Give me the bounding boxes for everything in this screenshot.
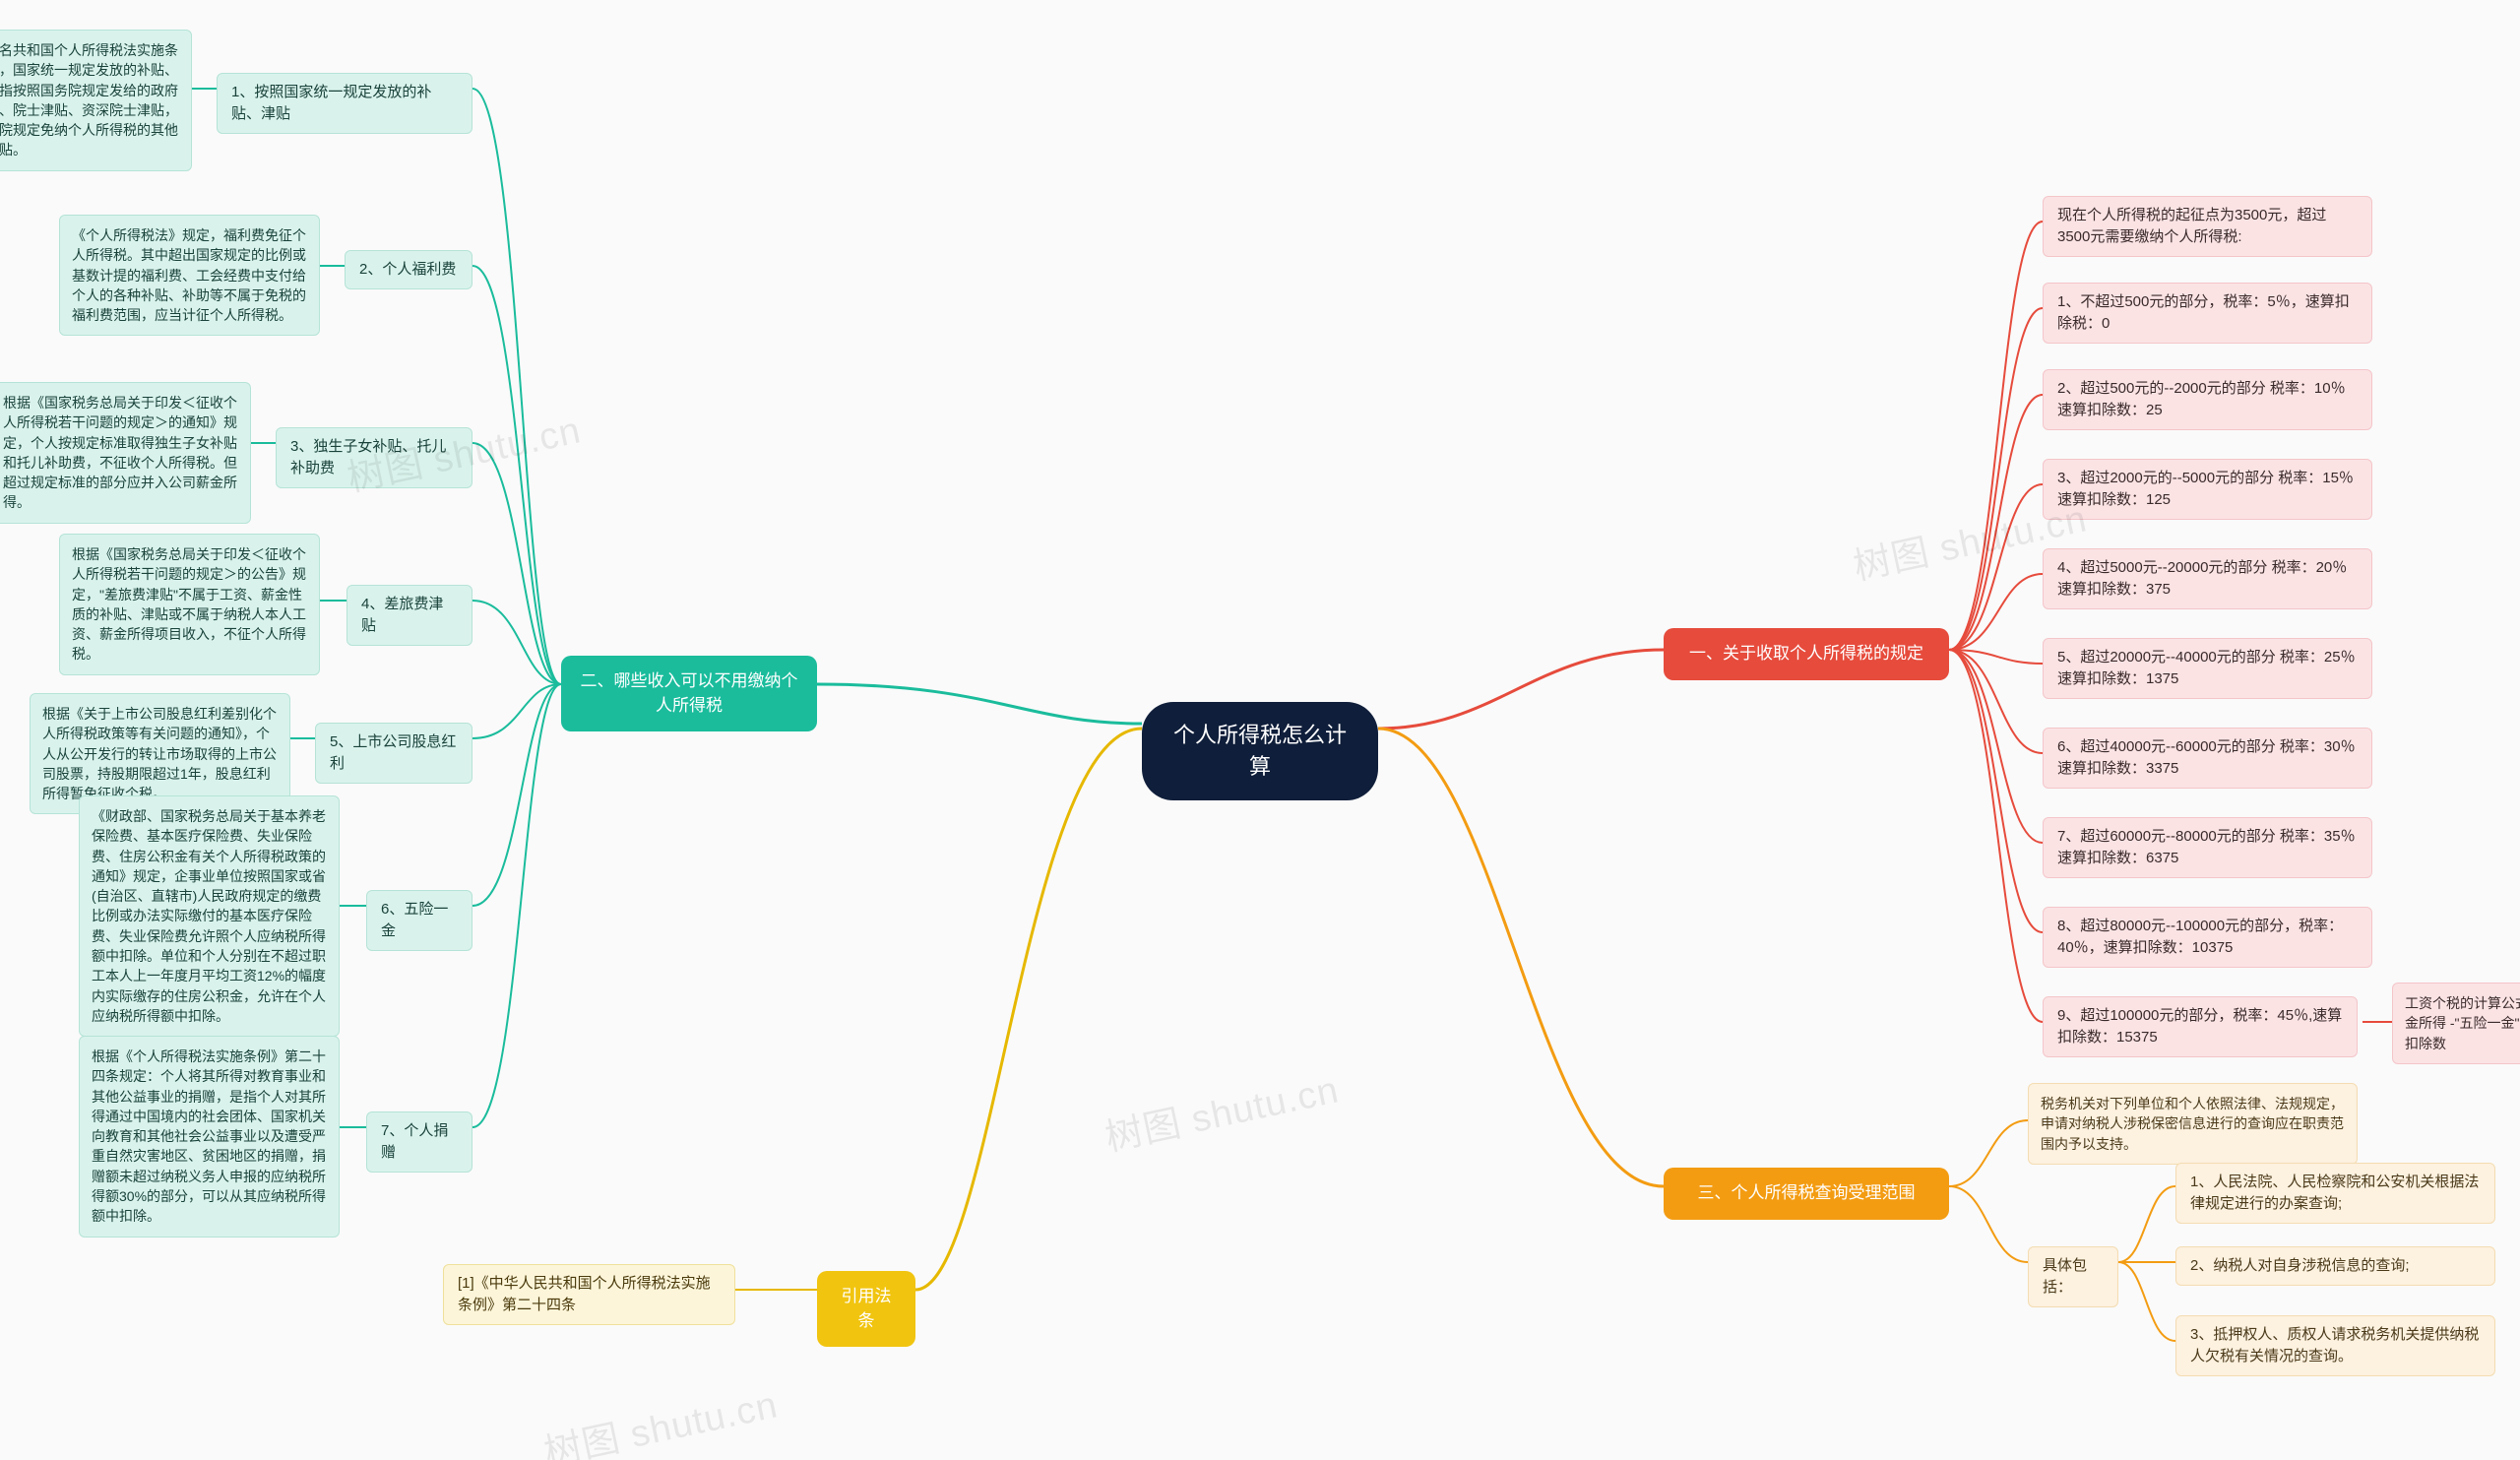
b2-item-6-detail[interactable]: 根据《个人所得税法实施条例》第二十四条规定：个人将其所得对教育事业和其他公益事业… [79,1036,340,1238]
b3-sublabel[interactable]: 具体包括： [2028,1246,2118,1307]
b2-item-5-label[interactable]: 6、五险一金 [366,890,472,951]
b2-item-2-label[interactable]: 3、独生子女补贴、托儿补助费 [276,427,472,488]
b2-item-0-label[interactable]: 1、按照国家统一规定发放的补贴、津贴 [217,73,472,134]
b1-item-7[interactable]: 7、超过60000元--80000元的部分 税率：35％ 速算扣除数：6375 [2043,817,2372,878]
root-node[interactable]: 个人所得税怎么计算 [1142,702,1378,800]
b3-item-1[interactable]: 2、纳税人对自身涉税信息的查询; [2175,1246,2495,1286]
b2-item-1-detail[interactable]: 《个人所得税法》规定，福利费免征个人所得税。其中超出国家规定的比例或基数计提的福… [59,215,320,336]
mindmap-canvas: 个人所得税怎么计算 一、关于收取个人所得税的规定 现在个人所得税的起征点为350… [0,0,2520,1460]
b3-intro[interactable]: 税务机关对下列单位和个人依照法律、法规规定，申请对纳税人涉税保密信息进行的查询应… [2028,1083,2358,1165]
b1-item-8[interactable]: 8、超过80000元--100000元的部分，税率：40％，速算扣除数：1037… [2043,907,2372,968]
b2-item-1-label[interactable]: 2、个人福利费 [345,250,472,289]
b2-item-5-detail[interactable]: 《财政部、国家税务总局关于基本养老保险费、基本医疗保险费、失业保险费、住房公积金… [79,795,340,1037]
watermark-text: 树图 shutu.cn [538,1374,782,1460]
b3-item-2[interactable]: 3、抵押权人、质权人请求税务机关提供纳税人欠税有关情况的查询。 [2175,1315,2495,1376]
branch-3-label[interactable]: 三、个人所得税查询受理范围 [1664,1168,1949,1220]
branch-2-label[interactable]: 二、哪些收入可以不用缴纳个人所得税 [561,656,817,731]
b1-item-3[interactable]: 3、超过2000元的--5000元的部分 税率：15％ 速算扣除数：125 [2043,459,2372,520]
watermark-text: 树图 shutu.cn [1100,1059,1343,1162]
b1-item-4[interactable]: 4、超过5000元--20000元的部分 税率：20％ 速算扣除数：375 [2043,548,2372,609]
b4-item[interactable]: [1]《中华人民共和国个人所得税法实施条例》第二十四条 [443,1264,735,1325]
b2-item-0-detail[interactable]: 《中华人名共和国个人所得税法实施条例》规定，国家统一规定发放的补贴、津贴，是指按… [0,30,192,171]
b1-item-6[interactable]: 6、超过40000元--60000元的部分 税率：30％ 速算扣除数：3375 [2043,728,2372,789]
b2-item-4-label[interactable]: 5、上市公司股息红利 [315,723,472,784]
b2-item-2-detail[interactable]: 根据《国家税务总局关于印发＜征收个人所得税若干问题的规定＞的通知》规定，个人按规… [0,382,251,524]
b1-item-9[interactable]: 9、超过100000元的部分，税率：45％,速算扣除数：15375 [2043,996,2358,1057]
b2-item-3-detail[interactable]: 根据《国家税务总局关于印发＜征收个人所得税若干问题的规定＞的公告》规定，"差旅费… [59,534,320,675]
branch-1-label[interactable]: 一、关于收取个人所得税的规定 [1664,628,1949,680]
b1-formula[interactable]: 工资个税的计算公式为：应纳税额=(工资薪金所得 -"五险一金"-扣除数)×适用税… [2392,983,2520,1064]
b2-item-3-label[interactable]: 4、差旅费津贴 [346,585,472,646]
b1-item-0[interactable]: 现在个人所得税的起征点为3500元，超过3500元需要缴纳个人所得税: [2043,196,2372,257]
b1-item-2[interactable]: 2、超过500元的--2000元的部分 税率：10％ 速算扣除数：25 [2043,369,2372,430]
b3-item-0[interactable]: 1、人民法院、人民检察院和公安机关根据法律规定进行的办案查询; [2175,1163,2495,1224]
b1-item-1[interactable]: 1、不超过500元的部分，税率：5％，速算扣除税：0 [2043,283,2372,344]
b2-item-6-label[interactable]: 7、个人捐赠 [366,1111,472,1173]
b1-item-5[interactable]: 5、超过20000元--40000元的部分 税率：25％ 速算扣除数：1375 [2043,638,2372,699]
branch-4-label[interactable]: 引用法条 [817,1271,915,1347]
